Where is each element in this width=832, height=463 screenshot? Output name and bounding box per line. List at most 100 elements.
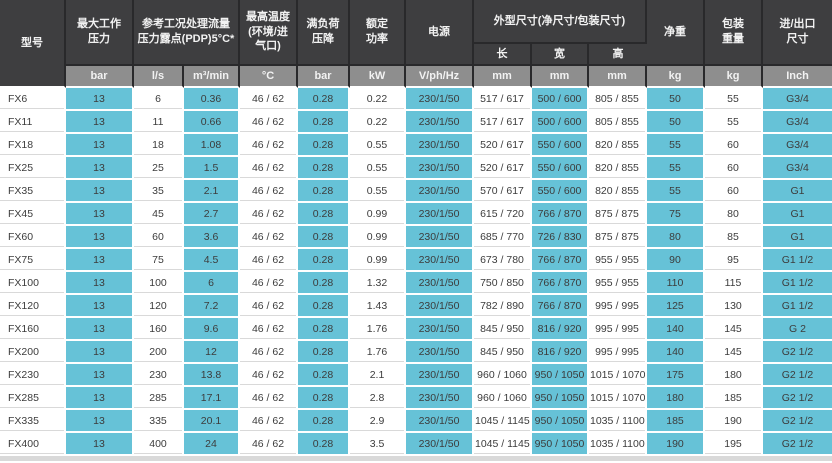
value-cell: 55 bbox=[705, 111, 763, 134]
value-cell: 520 / 617 bbox=[474, 134, 532, 157]
value-cell: 230/1/50 bbox=[406, 433, 474, 456]
table-row: FX18 13 18 1.08 46 / 62 0.28 0.55 230/1/50 520 /… bbox=[0, 134, 832, 157]
value-cell: 1.08 bbox=[184, 134, 240, 157]
value-cell: 0.28 bbox=[298, 180, 350, 203]
value-cell: 230/1/50 bbox=[406, 203, 474, 226]
value-cell: 517 / 617 bbox=[474, 88, 532, 111]
value-cell: 0.99 bbox=[350, 203, 406, 226]
value-cell: 46 / 62 bbox=[240, 364, 298, 387]
value-cell: 11 bbox=[134, 111, 184, 134]
value-cell: 230/1/50 bbox=[406, 180, 474, 203]
value-cell: 13 bbox=[66, 387, 134, 410]
value-cell: 180 bbox=[647, 387, 705, 410]
value-cell: 46 / 62 bbox=[240, 88, 298, 111]
value-cell: 25 bbox=[134, 157, 184, 180]
value-cell: 950 / 1050 bbox=[532, 364, 589, 387]
table-row: FX45 13 45 2.7 46 / 62 0.28 0.99 230/1/50 615 / … bbox=[0, 203, 832, 226]
value-cell: 6 bbox=[184, 272, 240, 295]
value-cell: 45 bbox=[134, 203, 184, 226]
model-cell: FX285 bbox=[0, 387, 66, 410]
value-cell: 570 / 617 bbox=[474, 180, 532, 203]
value-cell: 24 bbox=[184, 433, 240, 456]
value-cell: 230/1/50 bbox=[406, 134, 474, 157]
model-cell: FX11 bbox=[0, 111, 66, 134]
value-cell: G2 1/2 bbox=[763, 433, 832, 456]
value-cell: 46 / 62 bbox=[240, 295, 298, 318]
value-cell: 50 bbox=[647, 88, 705, 111]
value-cell: 18 bbox=[134, 134, 184, 157]
value-cell: 95 bbox=[705, 249, 763, 272]
table-row: FX6 13 6 0.36 46 / 62 0.28 0.22 230/1/50 517 / 6… bbox=[0, 88, 832, 111]
value-cell: 766 / 870 bbox=[532, 295, 589, 318]
value-cell: 175 bbox=[647, 364, 705, 387]
table-row: FX25 13 25 1.5 46 / 62 0.28 0.55 230/1/50 520 / … bbox=[0, 157, 832, 180]
spec-table-body: FX6 13 6 0.36 46 / 62 0.28 0.22 230/1/50 517 / 6… bbox=[0, 88, 832, 456]
col-header-height: 高 bbox=[589, 44, 647, 66]
col-header-width: 宽 bbox=[532, 44, 589, 66]
header-row-dimensions: 长 宽 高 bbox=[0, 44, 832, 66]
table-row: FX230 13 230 13.8 46 / 62 0.28 2.1 230/1/50 960 … bbox=[0, 364, 832, 387]
value-cell: 60 bbox=[705, 157, 763, 180]
value-cell: 180 bbox=[705, 364, 763, 387]
value-cell: 230/1/50 bbox=[406, 387, 474, 410]
value-cell: 230/1/50 bbox=[406, 410, 474, 433]
value-cell: 960 / 1060 bbox=[474, 387, 532, 410]
value-cell: 0.28 bbox=[298, 157, 350, 180]
value-cell: 0.28 bbox=[298, 364, 350, 387]
value-cell: 195 bbox=[705, 433, 763, 456]
value-cell: 13 bbox=[66, 249, 134, 272]
value-cell: 520 / 617 bbox=[474, 157, 532, 180]
value-cell: 13 bbox=[66, 180, 134, 203]
model-cell: FX200 bbox=[0, 341, 66, 364]
value-cell: 125 bbox=[647, 295, 705, 318]
value-cell: 60 bbox=[134, 226, 184, 249]
value-cell: 230/1/50 bbox=[406, 88, 474, 111]
value-cell: 46 / 62 bbox=[240, 111, 298, 134]
value-cell: 4.5 bbox=[184, 249, 240, 272]
value-cell: 13 bbox=[66, 341, 134, 364]
model-cell: FX230 bbox=[0, 364, 66, 387]
value-cell: 80 bbox=[647, 226, 705, 249]
bottom-divider bbox=[0, 456, 832, 461]
value-cell: 7.2 bbox=[184, 295, 240, 318]
value-cell: 816 / 920 bbox=[532, 318, 589, 341]
value-cell: 685 / 770 bbox=[474, 226, 532, 249]
value-cell: 200 bbox=[134, 341, 184, 364]
value-cell: 285 bbox=[134, 387, 184, 410]
value-cell: 500 / 600 bbox=[532, 111, 589, 134]
value-cell: 13 bbox=[66, 88, 134, 111]
value-cell: 845 / 950 bbox=[474, 341, 532, 364]
value-cell: 46 / 62 bbox=[240, 203, 298, 226]
value-cell: G1 1/2 bbox=[763, 249, 832, 272]
value-cell: 46 / 62 bbox=[240, 157, 298, 180]
header-row-groups: 型号 最大工作 压力 参考工况处理流量 压力露点(PDP)5°C* 最高温度 (… bbox=[0, 0, 832, 88]
value-cell: 55 bbox=[647, 180, 705, 203]
value-cell: 0.22 bbox=[350, 111, 406, 134]
value-cell: 55 bbox=[647, 134, 705, 157]
table-row: FX160 13 160 9.6 46 / 62 0.28 1.76 230/1/50 845 … bbox=[0, 318, 832, 341]
model-cell: FX100 bbox=[0, 272, 66, 295]
value-cell: 0.28 bbox=[298, 341, 350, 364]
value-cell: 2.9 bbox=[350, 410, 406, 433]
value-cell: 0.22 bbox=[350, 88, 406, 111]
value-cell: 0.28 bbox=[298, 88, 350, 111]
value-cell: 550 / 600 bbox=[532, 157, 589, 180]
value-cell: 0.28 bbox=[298, 249, 350, 272]
value-cell: 230/1/50 bbox=[406, 111, 474, 134]
value-cell: 673 / 780 bbox=[474, 249, 532, 272]
value-cell: 0.55 bbox=[350, 134, 406, 157]
value-cell: 190 bbox=[647, 433, 705, 456]
value-cell: 13.8 bbox=[184, 364, 240, 387]
value-cell: 145 bbox=[705, 341, 763, 364]
value-cell: G1 1/2 bbox=[763, 295, 832, 318]
value-cell: 950 / 1050 bbox=[532, 433, 589, 456]
value-cell: 230/1/50 bbox=[406, 249, 474, 272]
col-header-net-weight: 净重 bbox=[647, 0, 705, 66]
model-cell: FX35 bbox=[0, 180, 66, 203]
value-cell: 75 bbox=[647, 203, 705, 226]
value-cell: 0.28 bbox=[298, 410, 350, 433]
value-cell: 90 bbox=[647, 249, 705, 272]
unit-kg-net: kg bbox=[647, 66, 705, 88]
col-header-power-supply: 电源 bbox=[406, 0, 474, 66]
value-cell: 0.28 bbox=[298, 203, 350, 226]
